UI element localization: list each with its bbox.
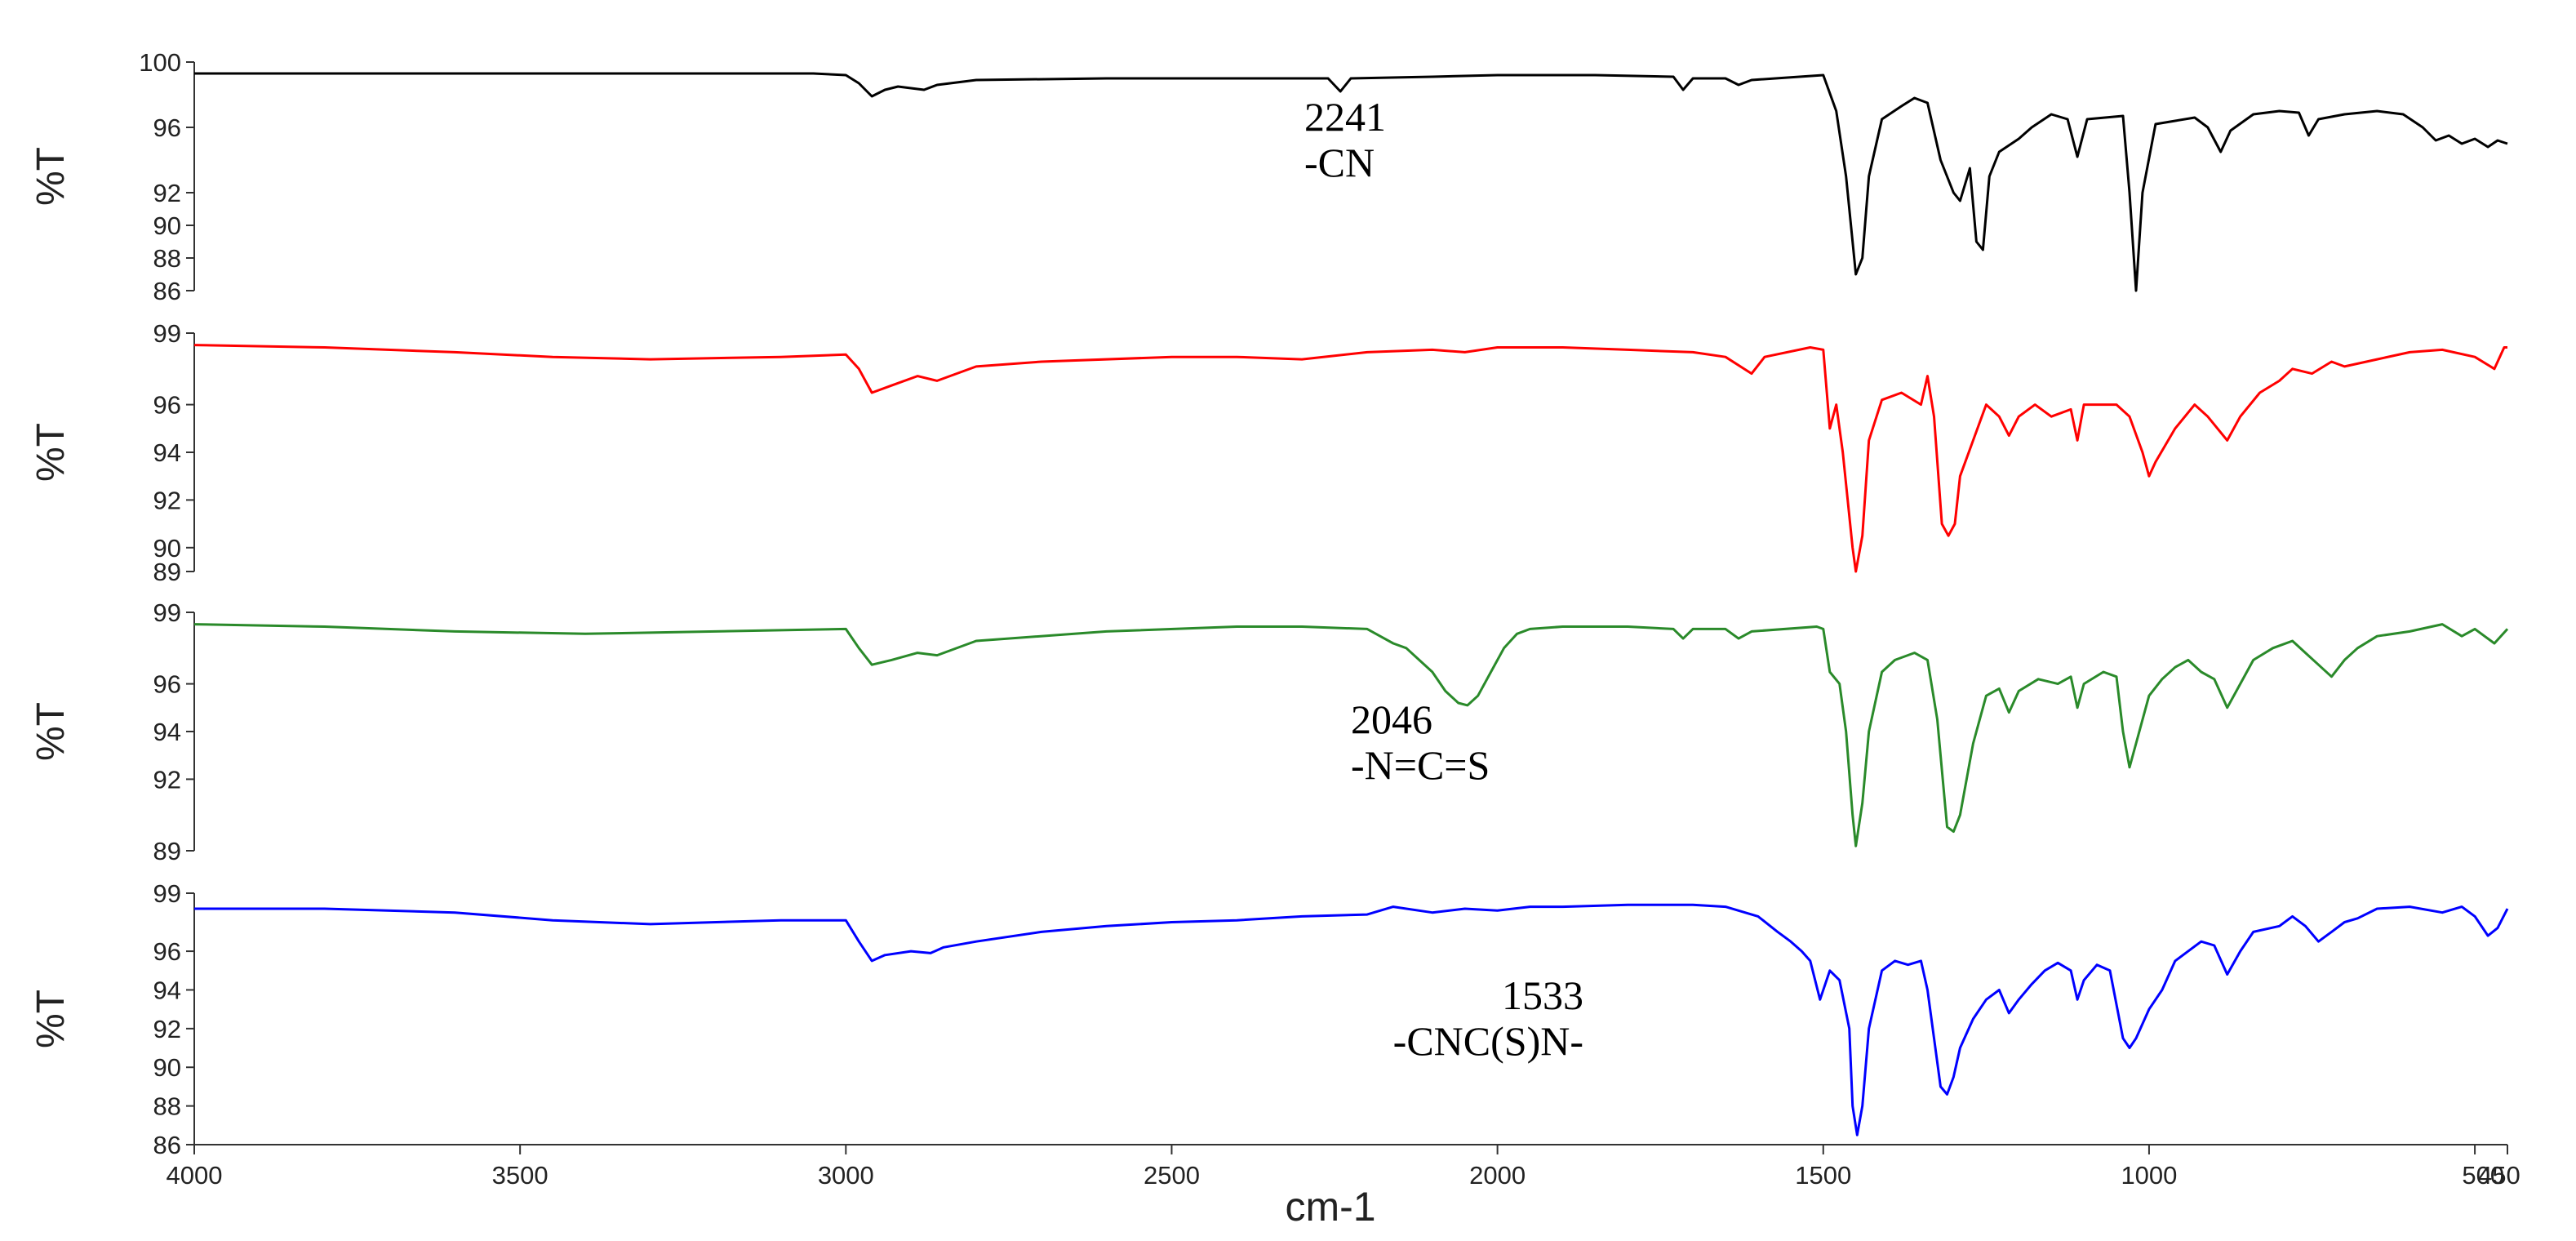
spectrum-line-1 [194, 72, 2508, 292]
y-tick-label: 94 [153, 718, 181, 746]
spectrum-panel-3: 99 96 94 92 89 %T 2046-N=C=S [29, 598, 2509, 865]
y-tick-label: 86 [153, 1131, 181, 1159]
x-tick-label: 1000 [2121, 1161, 2177, 1190]
y-tick-label: 92 [153, 179, 181, 207]
y-tick-label: 88 [153, 244, 181, 273]
x-tick-label: 500 [2462, 1161, 2504, 1190]
x-tick-label: 450 [2478, 1161, 2520, 1190]
y-tick-label: 90 [153, 1053, 181, 1082]
y-tick-label: 99 [153, 598, 181, 627]
spectrum-line-3 [193, 623, 2509, 847]
y-axis-label: %T [29, 423, 73, 482]
spectra-panels: 1009692908886%T2241-CN999694929089%T9996… [29, 48, 2509, 1159]
spectrum-line-4 [194, 903, 2509, 1136]
y-tick-label: 96 [153, 391, 181, 420]
y-tick-label: 90 [153, 211, 181, 240]
peak-wavenumber-label: 2241 [1304, 94, 1386, 140]
spectrum-panel-1: 100 96 92 90 88 86 %T 2241-CN [29, 48, 2508, 305]
y-tick-label: 94 [153, 438, 181, 467]
functional-group-label: -CNC(S)N- [1393, 1018, 1583, 1064]
y-tick-label: 100 [139, 48, 181, 77]
functional-group-label: -CN [1304, 140, 1375, 185]
y-tick-label: 92 [153, 486, 181, 514]
y-tick-label: 89 [153, 837, 181, 865]
y-axis-label: %T [29, 147, 73, 206]
y-tick-label: 94 [153, 976, 181, 1004]
peak-wavenumber-label: 1533 [1502, 972, 1583, 1018]
x-tick-label: 4000 [167, 1161, 223, 1190]
y-tick-label: 96 [153, 670, 181, 699]
y-tick-label: 96 [153, 113, 181, 142]
y-tick-label: 92 [153, 1015, 181, 1043]
y-tick-label: 86 [153, 277, 181, 305]
y-axis-label: %T [29, 702, 73, 761]
y-tick-label: 89 [153, 558, 181, 586]
x-tick-label: 2500 [1144, 1161, 1200, 1190]
y-tick-label: 96 [153, 937, 181, 966]
y-axis-label: %T [29, 990, 73, 1048]
x-axis-label: cm-1 [1285, 1184, 1375, 1230]
y-tick-label: 99 [153, 319, 181, 348]
y-tick-label: 90 [153, 534, 181, 563]
x-tick-label: 1500 [1795, 1161, 1851, 1190]
y-tick-label: 92 [153, 765, 181, 794]
y-tick-label: 88 [153, 1092, 181, 1121]
x-tick-label: 3000 [818, 1161, 874, 1190]
spectrum-line-2 [193, 344, 2507, 573]
peak-wavenumber-label: 2046 [1351, 696, 1432, 742]
functional-group-label: -N=C=S [1351, 742, 1490, 788]
spectrum-panel-4: 99 96 94 92 90 88 86 %T 1533-CNC(S)N- [29, 879, 2509, 1159]
x-tick-label: 3500 [492, 1161, 549, 1190]
x-tick-label: 2000 [1469, 1161, 1526, 1190]
y-tick-label: 99 [153, 879, 181, 908]
